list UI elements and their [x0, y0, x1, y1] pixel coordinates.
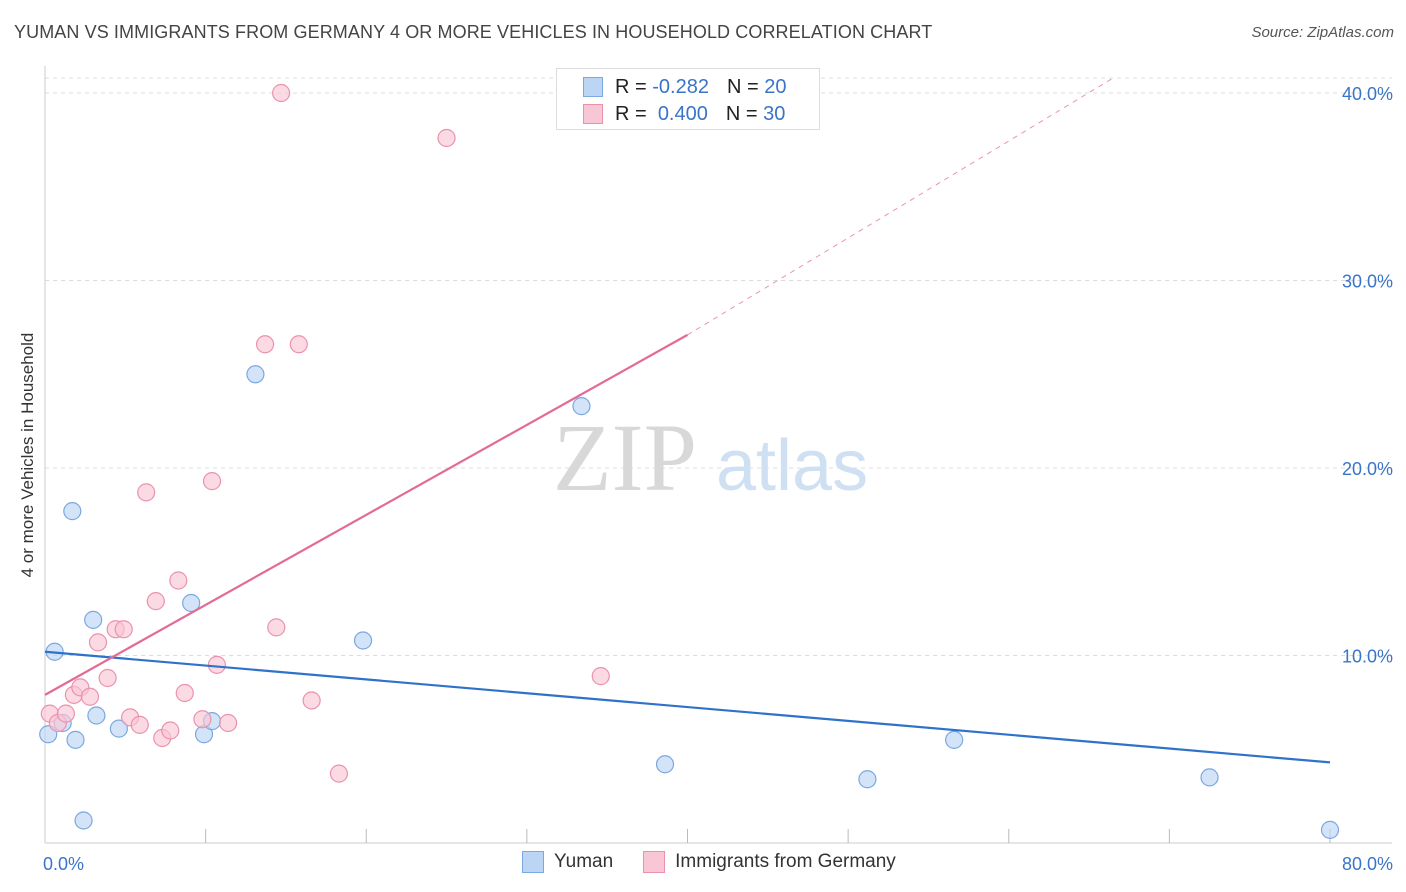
- yuman-point: [655, 755, 675, 774]
- trend-layer: [44, 77, 1331, 764]
- germany-point: [207, 655, 226, 674]
- yuman-point: [74, 811, 93, 830]
- n-label: N =: [725, 102, 758, 125]
- r-value: 0.400: [657, 102, 708, 125]
- tick-layer: 10.0% 20.0% 30.0% 40.0% 0.0% 80.0%: [43, 84, 1393, 874]
- yuman-swatch: [522, 851, 544, 873]
- germany-point: [56, 704, 75, 723]
- n-value: 20: [764, 75, 787, 98]
- germany-point: [302, 691, 321, 710]
- yuman-point: [945, 730, 964, 749]
- germany-point: [267, 618, 286, 637]
- x-tick-label: 0.0%: [43, 854, 84, 874]
- y-tick-label: 10.0%: [1342, 647, 1393, 667]
- germany-point: [202, 472, 222, 491]
- germany-point: [289, 335, 308, 354]
- yuman-point: [1320, 820, 1340, 839]
- watermark: ZIP atlas: [553, 404, 868, 511]
- germany-point: [219, 713, 238, 733]
- yuman-point: [63, 502, 82, 521]
- watermark-atlas: atlas: [716, 426, 868, 506]
- yuman-trend-line: [44, 650, 1331, 764]
- yuman-swatch: [583, 77, 603, 97]
- yuman-point: [1200, 768, 1219, 787]
- germany-point: [137, 483, 156, 502]
- germany-point: [114, 620, 133, 639]
- germany-point: [272, 83, 291, 103]
- yuman-point: [353, 631, 373, 650]
- r-value: -0.282: [652, 75, 709, 98]
- germany-point: [175, 683, 194, 703]
- r-label: R =: [615, 102, 647, 125]
- chart-title: YUMAN VS IMMIGRANTS FROM GERMANY 4 OR MO…: [14, 22, 933, 42]
- germany-point: [98, 668, 117, 688]
- n-value: 30: [763, 102, 786, 125]
- germany-point: [169, 571, 188, 590]
- yuman-point: [572, 397, 591, 416]
- germany-trend-line: [44, 333, 689, 696]
- yuman-point: [84, 610, 103, 629]
- yuman-point: [66, 730, 85, 749]
- germany-point: [80, 687, 100, 706]
- legend-item-yuman[interactable]: Yuman: [522, 851, 613, 873]
- germany-point: [437, 128, 456, 148]
- legend-label-yuman: Yuman: [554, 851, 614, 872]
- germany-swatch: [583, 104, 603, 124]
- legend-item-germany[interactable]: Immigrants from Germany: [643, 851, 896, 873]
- y-tick-label: 20.0%: [1342, 459, 1393, 479]
- germany-point: [161, 721, 180, 740]
- source-label: Source: ZipAtlas.com: [1251, 24, 1394, 41]
- yuman-point: [182, 593, 201, 613]
- germany-swatch: [643, 851, 666, 873]
- stats-legend: R = -0.282 N = 20 R = 0.400 N = 30: [556, 68, 820, 130]
- watermark-zip: ZIP: [553, 404, 697, 511]
- yuman-point: [87, 706, 106, 725]
- germany-point: [88, 633, 108, 652]
- germany-point: [146, 592, 165, 611]
- n-label: N =: [726, 75, 759, 98]
- germany-point: [329, 764, 349, 783]
- germany-point: [193, 710, 212, 729]
- stats-row-germany: R = 0.400 N = 30: [583, 101, 785, 127]
- series-legend: Yuman Immigrants from Germany: [522, 851, 926, 873]
- r-label: R =: [615, 75, 647, 98]
- yuman-point: [858, 770, 877, 789]
- yuman-point: [246, 365, 265, 384]
- grid-layer: [45, 77, 1392, 656]
- y-tick-label: 30.0%: [1342, 272, 1393, 292]
- stats-row-yuman: R = -0.282 N = 20: [583, 74, 786, 100]
- y-tick-label: 40.0%: [1342, 84, 1393, 104]
- yuman-point: [109, 719, 128, 738]
- points-layer: [39, 83, 1340, 839]
- germany-point: [255, 335, 275, 354]
- x-tick-label: 80.0%: [1342, 854, 1393, 874]
- germany-trend-extension: [687, 77, 1114, 336]
- legend-label-germany: Immigrants from Germany: [675, 851, 896, 872]
- germany-point: [130, 715, 149, 734]
- germany-point: [591, 667, 610, 686]
